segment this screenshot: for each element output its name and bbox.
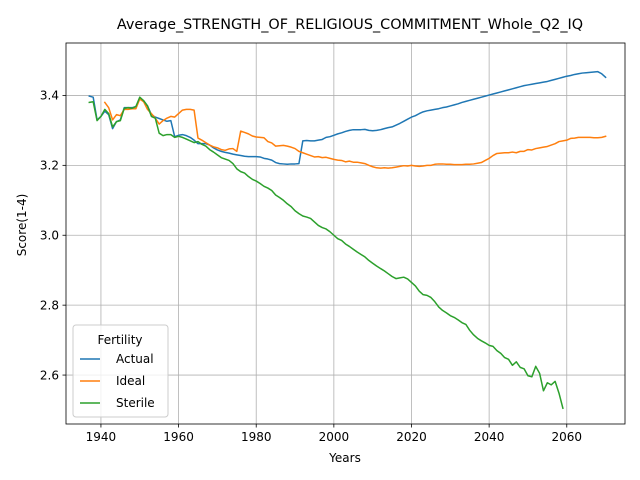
x-tick-label: 2040 [474, 430, 505, 444]
y-tick-label: 3.4 [40, 89, 59, 103]
x-tick-label: 2000 [319, 430, 350, 444]
x-axis-label: Years [328, 451, 361, 465]
y-tick-label: 3.2 [40, 159, 59, 173]
legend-title: Fertility [97, 333, 142, 347]
y-tick-label: 2.8 [40, 298, 59, 312]
x-tick-label: 1980 [241, 430, 272, 444]
y-tick-label: 3.0 [40, 229, 59, 243]
legend-label-ideal: Ideal [116, 374, 145, 388]
legend-label-sterile: Sterile [116, 396, 155, 410]
legend: Fertility Actual Ideal Sterile [73, 325, 168, 417]
chart-title: Average_STRENGTH_OF_RELIGIOUS_COMMITMENT… [117, 17, 583, 33]
x-tick-label: 1940 [86, 430, 117, 444]
x-tick-label: 2020 [396, 430, 427, 444]
y-axis-label: Score(1-4) [15, 194, 29, 257]
legend-label-actual: Actual [116, 352, 154, 366]
x-tick-label: 1960 [163, 430, 194, 444]
x-tick-label: 2060 [551, 430, 582, 444]
y-tick-label: 2.6 [40, 368, 59, 382]
